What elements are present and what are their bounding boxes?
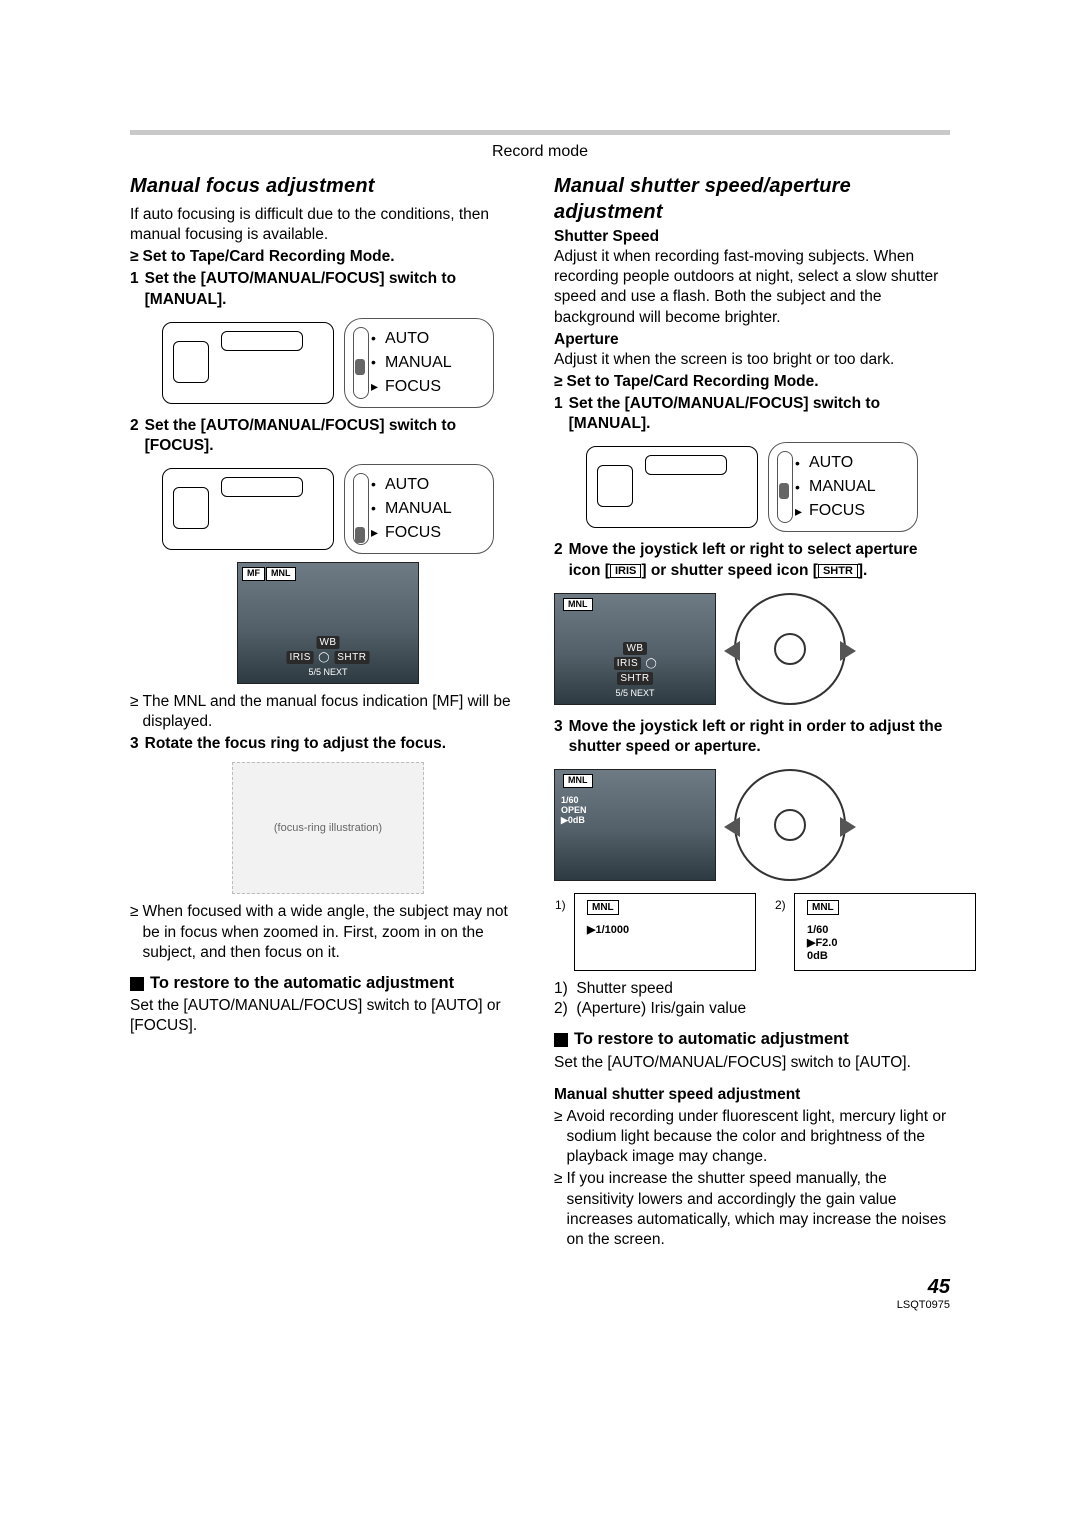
switch-auto: AUTO: [385, 327, 429, 351]
left-step2: Set the [AUTO/MANUAL/FOCUS] switch to [F…: [145, 416, 526, 456]
wb-chip: WB: [316, 636, 339, 649]
step-2-num: 2: [130, 416, 139, 456]
mssa-b2: If you increase the shutter speed manual…: [567, 1169, 950, 1250]
panel2-mnl: MNL: [807, 900, 839, 915]
switch-auto: AUTO: [385, 473, 429, 497]
step2-mid: ] or shutter speed icon [: [641, 562, 818, 579]
panel2-v1: 1/60: [807, 924, 837, 937]
mssa-hd: Manual shutter speed adjustment: [554, 1085, 950, 1105]
switch-manual: MANUAL: [809, 475, 876, 499]
left-step3: Rotate the focus ring to adjust the focu…: [145, 734, 446, 754]
lcd-screenshot-left: MF MNL WB IRIS ◯ SHTR 5/5 NEXT: [237, 562, 419, 684]
joystick-diagram: [730, 589, 850, 709]
right-column: Manual shutter speed/aperture adjustment…: [554, 169, 950, 1252]
bullet-dot: ≥: [130, 692, 139, 732]
step-2-num: 2: [554, 540, 563, 580]
wide-note: When focused with a wide angle, the subj…: [143, 902, 526, 962]
right-restore-title: To restore to automatic adjustment: [574, 1029, 849, 1050]
mnl-tag: MNL: [563, 598, 593, 612]
shutter-body: Adjust it when recording fast-moving sub…: [554, 247, 950, 328]
page-number: 45: [130, 1276, 950, 1299]
panel-1: 1) MNL ▶1/1000: [574, 893, 756, 971]
right-title: Manual shutter speed/aperture adjustment: [554, 173, 950, 225]
right-step2: Move the joystick left or right to selec…: [569, 540, 950, 580]
shtr-chip: SHTR: [334, 651, 369, 664]
step2-suf: ].: [858, 562, 867, 579]
mf-tag: MF: [242, 567, 265, 581]
bullet-dot: ≥: [130, 247, 139, 267]
camera-icon: [162, 468, 334, 550]
lcd-screenshot-right-2: MNL 1/60 OPEN ▶0dB: [554, 769, 716, 881]
aperture-body: Adjust it when the screen is too bright …: [554, 350, 950, 370]
camera-switch-diagram-2: •AUTO •MANUAL ▸FOCUS: [162, 464, 494, 554]
left-restore-body: Set the [AUTO/MANUAL/FOCUS] switch to [A…: [130, 996, 526, 1036]
bullet-dot: ≥: [130, 902, 139, 962]
panel1-v1: ▶1/1000: [587, 924, 629, 937]
switch-focus: FOCUS: [385, 521, 441, 545]
step-1-num: 1: [130, 269, 139, 309]
camera-icon: [586, 446, 758, 528]
shtr-chip: SHTR: [617, 672, 652, 685]
wb-chip: WB: [623, 642, 646, 655]
legend-2: 2) (Aperture) Iris/gain value: [554, 999, 950, 1019]
right-setmode: Set to Tape/Card Recording Mode.: [567, 372, 819, 392]
panel-2: 2) MNL 1/60 ▶F2.0 0dB: [794, 893, 976, 971]
camera-switch-diagram-right: •AUTO •MANUAL ▸FOCUS: [586, 442, 918, 532]
step-3-num: 3: [554, 717, 563, 757]
shutter-hd: Shutter Speed: [554, 227, 950, 247]
panel2-v2: ▶F2.0: [807, 937, 837, 950]
panel1-mnl: MNL: [587, 900, 619, 915]
square-icon: [554, 1033, 568, 1047]
shtr-chip-inline: SHTR: [818, 564, 858, 578]
joystick-diagram: [730, 765, 850, 885]
switch-focus: FOCUS: [809, 499, 865, 523]
iris-chip: IRIS: [287, 651, 314, 664]
mnl-tag: MNL: [266, 567, 296, 581]
doc-id: LSQT0975: [130, 1299, 950, 1311]
step-3-num: 3: [130, 734, 139, 754]
left-step1: Set the [AUTO/MANUAL/FOCUS] switch to [M…: [145, 269, 526, 309]
bullet-dot: ≥: [554, 372, 563, 392]
camera-icon: [162, 322, 334, 404]
right-step1: Set the [AUTO/MANUAL/FOCUS] switch to [M…: [569, 394, 950, 434]
switch-auto: AUTO: [809, 451, 853, 475]
val-0db: 0dB: [568, 815, 585, 825]
legend-1: 1) Shutter speed: [554, 979, 950, 999]
iris-chip: IRIS: [614, 657, 641, 670]
iris-chip-inline: IRIS: [610, 564, 641, 578]
top-rule: [130, 130, 950, 135]
right-step3: Move the joystick left or right in order…: [569, 717, 950, 757]
switch-diagram: •AUTO •MANUAL ▸FOCUS: [344, 464, 494, 554]
next-text: 5/5 NEXT: [615, 688, 654, 700]
left-intro: If auto focusing is difficult due to the…: [130, 205, 526, 245]
switch-manual: MANUAL: [385, 351, 452, 375]
right-restore-body: Set the [AUTO/MANUAL/FOCUS] switch to [A…: [554, 1053, 950, 1073]
mssa-b1: Avoid recording under fluorescent light,…: [567, 1107, 950, 1167]
mnl-tag: MNL: [563, 774, 593, 788]
mnl-note: The MNL and the manual focus indication …: [143, 692, 526, 732]
bullet-dot: ≥: [554, 1169, 563, 1250]
step-1-num: 1: [554, 394, 563, 434]
mode-label: Record mode: [130, 143, 950, 161]
next-text: 5/5 NEXT: [308, 667, 347, 679]
square-icon: [130, 977, 144, 991]
focus-ring-illustration: (focus-ring illustration): [232, 762, 424, 894]
bullet-dot: ≥: [554, 1107, 563, 1167]
lcd-screenshot-right-1: MNL WB IRIS ◯ SHTR 5/5 NEXT: [554, 593, 716, 705]
panel2-v3: 0dB: [807, 950, 837, 963]
switch-diagram: •AUTO •MANUAL ▸FOCUS: [344, 318, 494, 408]
switch-diagram: •AUTO •MANUAL ▸FOCUS: [768, 442, 918, 532]
panel2-num: 2): [775, 898, 786, 914]
left-restore-title: To restore to the automatic adjustment: [150, 973, 454, 994]
camera-switch-diagram-1: •AUTO •MANUAL ▸FOCUS: [162, 318, 494, 408]
left-setmode: Set to Tape/Card Recording Mode.: [143, 247, 395, 267]
switch-manual: MANUAL: [385, 497, 452, 521]
panel1-num: 1): [555, 898, 566, 914]
switch-focus: FOCUS: [385, 375, 441, 399]
aperture-hd: Aperture: [554, 330, 950, 350]
left-column: Manual focus adjustment If auto focusing…: [130, 169, 526, 1252]
left-title: Manual focus adjustment: [130, 173, 526, 199]
